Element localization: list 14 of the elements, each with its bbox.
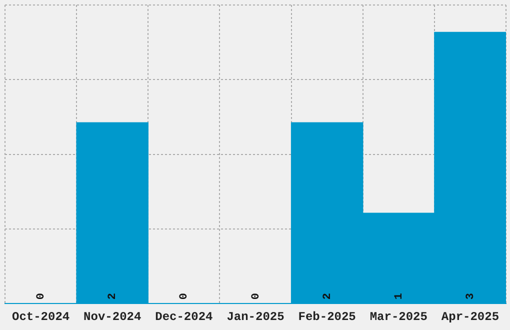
data-label: 2 xyxy=(107,292,120,300)
x-tick-label: Jan-2025 xyxy=(226,310,284,324)
x-tick-label: Apr-2025 xyxy=(441,310,500,324)
data-label: 0 xyxy=(36,292,48,300)
data-label: 3 xyxy=(464,292,477,300)
x-tick-label: Dec-2024 xyxy=(155,310,213,324)
data-label: 0 xyxy=(250,292,262,300)
x-tick-label: Feb-2025 xyxy=(298,310,356,324)
data-label: 0 xyxy=(178,292,191,300)
x-tick-label: Nov-2024 xyxy=(84,310,142,324)
data-label: 2 xyxy=(322,292,334,300)
data-label: 1 xyxy=(393,292,406,300)
x-tick-label: Mar-2025 xyxy=(370,310,428,324)
x-tick-label: Oct-2024 xyxy=(12,310,70,324)
